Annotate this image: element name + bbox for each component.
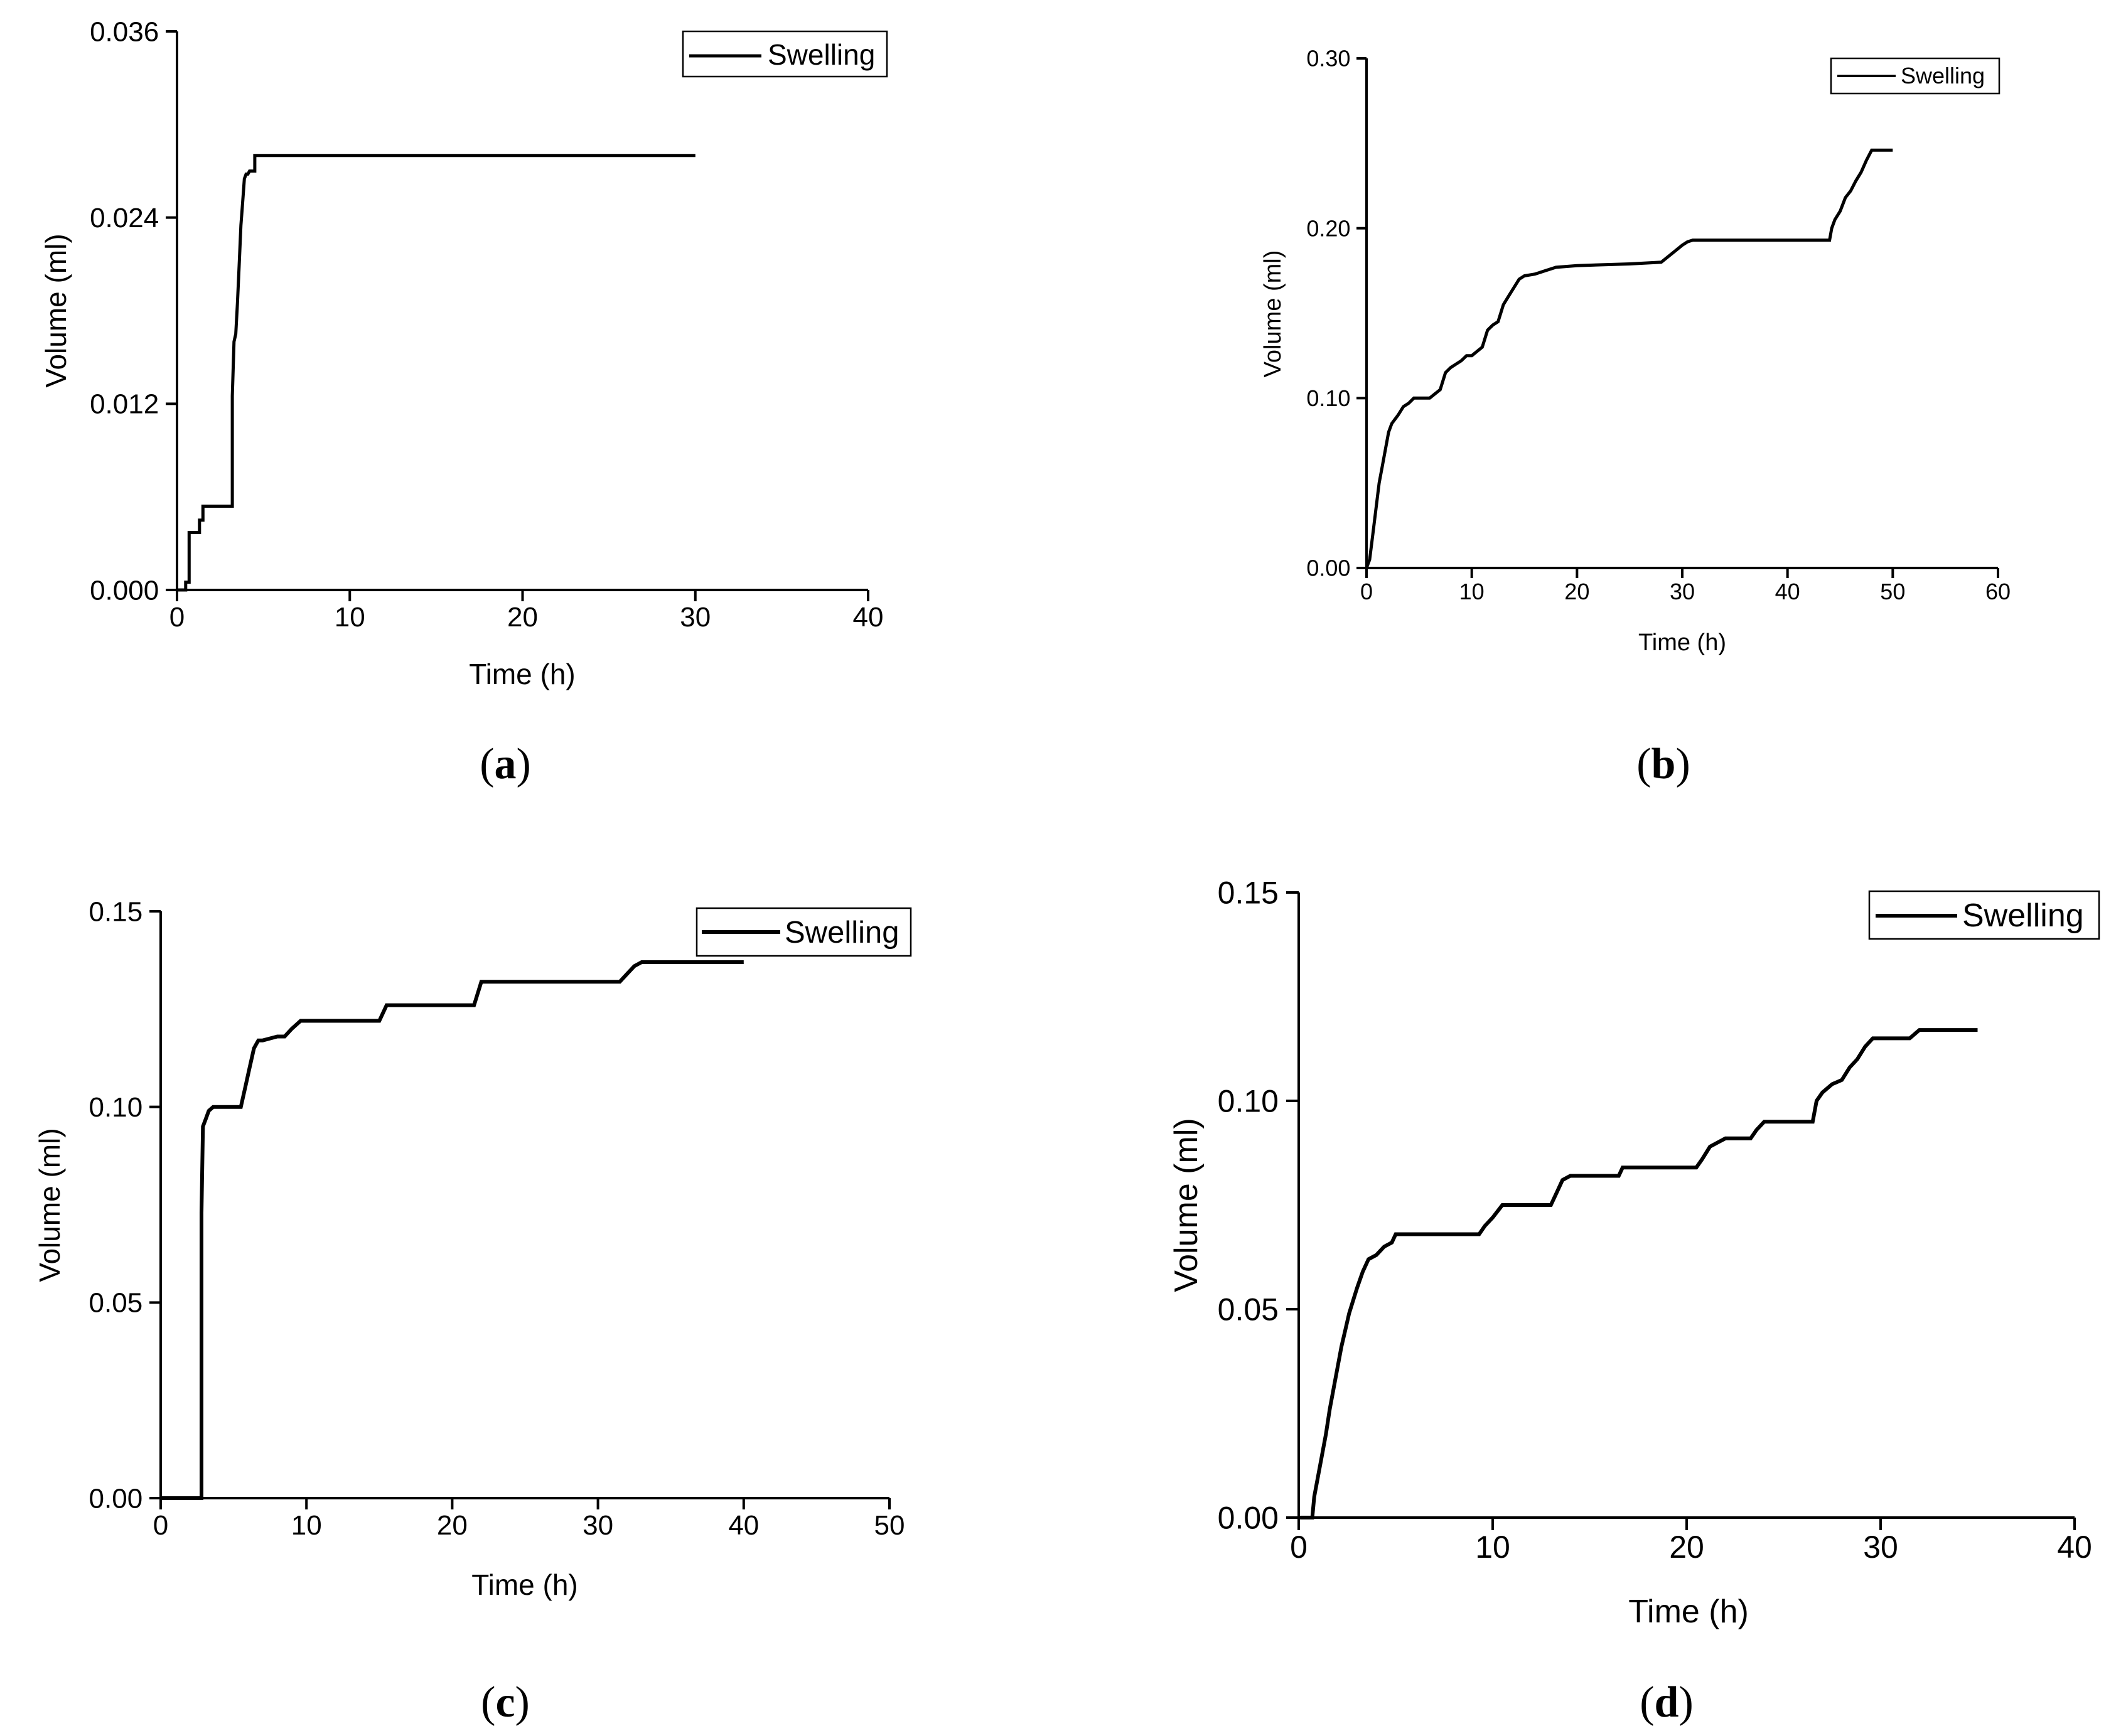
axes-d bbox=[1297, 892, 2075, 1519]
legend-a: Swelling bbox=[682, 30, 888, 78]
x-tick-label-a: 0 bbox=[169, 602, 185, 633]
axes-a bbox=[176, 31, 868, 591]
x-axis-title-c: Time (h) bbox=[471, 1568, 578, 1601]
x-tick-label-a: 40 bbox=[853, 602, 884, 633]
y-tick-label-a: 0.024 bbox=[90, 203, 159, 233]
y-axis-title-a: Volume (ml) bbox=[40, 233, 72, 387]
legend-frame-c bbox=[695, 907, 912, 957]
panel-d: 0 10 20 30 40 0.00 0.05 0.10 0.15 Swelling Time … bbox=[1168, 876, 2100, 1727]
x-tick-label-c: 50 bbox=[874, 1510, 905, 1541]
y-tick-label-b: 0.00 bbox=[1306, 555, 1350, 581]
x-tick-label-a: 20 bbox=[507, 602, 538, 633]
legend-d: Swelling bbox=[1868, 890, 2100, 940]
axes-c bbox=[159, 911, 889, 1499]
x-tick-label-c: 30 bbox=[583, 1510, 613, 1541]
series-swelling-b bbox=[1365, 148, 1893, 569]
x-tick-label-b: 30 bbox=[1670, 579, 1695, 604]
y-tick-label-a: 0.000 bbox=[90, 575, 159, 606]
caption-d: (d) bbox=[1640, 1678, 1694, 1727]
y-tick-label-d: 0.15 bbox=[1218, 876, 1279, 911]
x-tick-label-c: 10 bbox=[291, 1510, 322, 1541]
x-tick-label-b: 20 bbox=[1564, 579, 1589, 604]
caption-b: (b) bbox=[1636, 740, 1690, 788]
x-tick-label-d: 30 bbox=[1863, 1530, 1898, 1565]
y-tick-label-a: 0.012 bbox=[90, 389, 159, 420]
legend-label-a: Swelling bbox=[768, 38, 875, 71]
y-tick-label-c: 0.05 bbox=[89, 1288, 143, 1319]
legend-label-d: Swelling bbox=[1962, 897, 2084, 934]
x-tick-label-b: 60 bbox=[1985, 579, 2011, 604]
axes-b bbox=[1365, 58, 1998, 569]
ticks-c: 0 10 20 30 40 50 0.00 0.05 0.10 0.15 bbox=[89, 896, 905, 1541]
legend-c: Swelling bbox=[695, 907, 912, 957]
panel-b: 0 10 20 30 40 50 60 0.00 0.10 0.20 0.30 Swelling T… bbox=[1260, 46, 2011, 788]
legend-label-b: Swelling bbox=[1901, 63, 1985, 88]
y-tick-label-d: 0.00 bbox=[1218, 1501, 1279, 1536]
x-tick-label-d: 20 bbox=[1669, 1530, 1704, 1565]
panel-c: 0 10 20 30 40 50 0.00 0.05 0.10 0.15 Swelling Tim… bbox=[33, 896, 912, 1727]
x-tick-label-b: 0 bbox=[1360, 579, 1373, 604]
legend-frame-d bbox=[1868, 890, 2100, 940]
x-tick-label-a: 30 bbox=[680, 602, 711, 633]
y-tick-label-d: 0.05 bbox=[1218, 1292, 1279, 1327]
x-tick-label-c: 0 bbox=[153, 1510, 168, 1541]
ticks-b: 0 10 20 30 40 50 60 0.00 0.10 0.20 0.30 bbox=[1306, 46, 2011, 604]
x-tick-label-a: 10 bbox=[335, 602, 365, 633]
y-axis-title-c: Volume (ml) bbox=[33, 1128, 66, 1282]
x-tick-label-d: 40 bbox=[2057, 1530, 2092, 1565]
x-tick-label-b: 10 bbox=[1459, 579, 1485, 604]
ticks-d: 0 10 20 30 40 0.00 0.05 0.10 0.15 bbox=[1218, 876, 2092, 1565]
x-axis-title-a: Time (h) bbox=[469, 658, 576, 690]
y-axis-title-b: Volume (ml) bbox=[1260, 250, 1286, 378]
x-tick-label-b: 50 bbox=[1880, 579, 1905, 604]
series-swelling-c bbox=[161, 960, 744, 1500]
x-tick-label-d: 0 bbox=[1290, 1530, 1308, 1565]
y-tick-label-b: 0.30 bbox=[1306, 46, 1350, 72]
legend-b: Swelling bbox=[1830, 57, 2001, 95]
y-tick-label-c: 0.15 bbox=[89, 896, 143, 927]
panel-a: 0 10 20 30 40 0.000 0.012 0.024 0.036 Swelling T… bbox=[40, 16, 888, 788]
y-tick-label-d: 0.10 bbox=[1218, 1084, 1279, 1119]
caption-c: (c) bbox=[481, 1678, 530, 1727]
series-swelling-a bbox=[177, 154, 695, 592]
x-tick-label-c: 20 bbox=[437, 1510, 468, 1541]
y-tick-label-a: 0.036 bbox=[90, 16, 159, 47]
y-tick-label-c: 0.00 bbox=[89, 1483, 143, 1514]
y-axis-title-d: Volume (ml) bbox=[1168, 1118, 1205, 1292]
series-swelling-d bbox=[1299, 1028, 1978, 1519]
y-tick-label-b: 0.20 bbox=[1306, 215, 1350, 241]
x-axis-title-d: Time (h) bbox=[1628, 1594, 1749, 1630]
ticks-a: 0 10 20 30 40 0.000 0.012 0.024 0.036 bbox=[90, 16, 883, 633]
x-tick-label-c: 40 bbox=[728, 1510, 759, 1541]
y-tick-label-b: 0.10 bbox=[1306, 385, 1350, 411]
caption-a: (a) bbox=[480, 740, 531, 788]
legend-frame-b bbox=[1830, 57, 2001, 95]
legend-frame-a bbox=[682, 30, 888, 78]
x-axis-title-b: Time (h) bbox=[1638, 630, 1726, 656]
x-tick-label-d: 10 bbox=[1475, 1530, 1510, 1565]
legend-label-c: Swelling bbox=[785, 916, 899, 950]
y-tick-label-c: 0.10 bbox=[89, 1092, 143, 1123]
x-tick-label-b: 40 bbox=[1775, 579, 1800, 604]
